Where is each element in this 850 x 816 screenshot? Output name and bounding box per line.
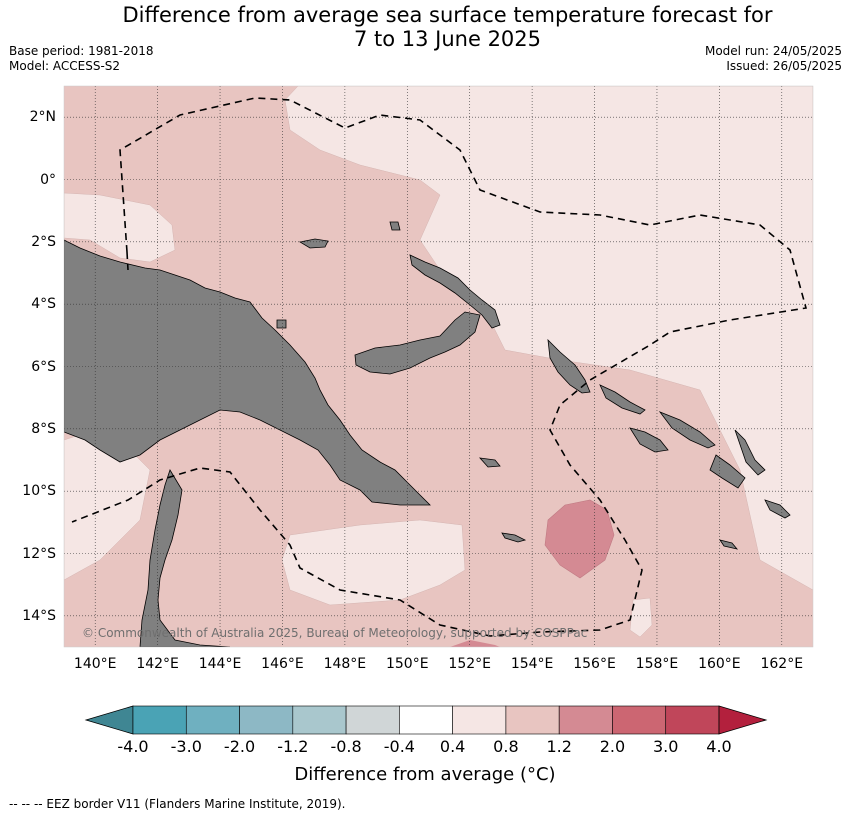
lon-label: 154°E — [510, 656, 554, 672]
colorbar-extend-high — [718, 705, 768, 735]
lon-label: 160°E — [698, 656, 741, 672]
lon-label: 158°E — [635, 656, 679, 672]
eez-border — [71, 97, 808, 637]
issued-date: Issued: 26/05/2025 — [726, 59, 842, 73]
map-area — [64, 86, 813, 647]
colorbar-swatch-7 — [505, 705, 560, 735]
land-fergusson — [478, 457, 501, 468]
lat-label: 8°S — [31, 420, 56, 437]
colorbar-tick-label: -2.0 — [223, 737, 256, 756]
land-islet-2 — [276, 319, 287, 329]
eez-border-west — [126, 251, 129, 271]
anomaly-region-southeast — [629, 597, 653, 638]
chart-title: Difference from average sea surface temp… — [0, 3, 850, 51]
land-islet-1 — [389, 221, 401, 231]
colorbar-swatch-0 — [132, 705, 187, 735]
colorbar-tick-label: -1.2 — [277, 737, 309, 756]
anomaly-region-warm-small — [450, 640, 500, 647]
colorbar-extend-low — [84, 705, 134, 735]
lon-label: 152°E — [448, 656, 491, 672]
copyright-notice: © Commonwealth of Australia 2025, Bureau… — [82, 626, 588, 640]
eez-legend-note: -- -- -- EEZ border V11 (Flanders Marine… — [9, 797, 346, 811]
colorbar-swatch-6 — [452, 705, 507, 735]
colorbar-tick-label: 3.0 — [652, 737, 679, 756]
lon-label: 144°E — [198, 656, 242, 672]
anomaly-region-south — [281, 519, 466, 606]
colorbar-swatch-8 — [558, 705, 613, 735]
colorbar-tick-label: -0.8 — [330, 737, 362, 756]
lat-label: 12°S — [22, 545, 56, 562]
lon-label: 162°E — [760, 656, 804, 672]
land-malaita — [709, 454, 746, 489]
land-new-ireland — [409, 254, 501, 329]
meta-left: Base period: 1981-2018 Model: ACCESS-S2 — [9, 44, 154, 74]
land-manus — [298, 238, 329, 249]
land-guadalcanal — [629, 427, 669, 453]
colorbar-swatch-5 — [399, 705, 453, 735]
title-line-2: 7 to 13 June 2025 — [353, 27, 542, 51]
base-period: Base period: 1981-2018 — [9, 44, 154, 58]
land-new-guinea — [64, 239, 431, 506]
lat-label: 4°S — [31, 296, 56, 313]
colorbar-swatch-1 — [185, 705, 240, 735]
model-name: Model: ACCESS-S2 — [9, 59, 121, 73]
lon-label: 156°E — [573, 656, 616, 672]
colorbar-tick-label: 4.0 — [706, 737, 732, 756]
model-run: Model run: 24/05/2025 — [704, 44, 842, 58]
lat-label: 2°S — [31, 233, 56, 250]
land-east-island — [764, 499, 791, 519]
land-choiseul — [599, 384, 646, 415]
lat-label: 14°S — [22, 607, 56, 624]
land-santa-isabel — [658, 411, 716, 449]
colorbar-tick-label: 2.0 — [599, 737, 626, 756]
colorbar-tick-label: 1.2 — [546, 737, 572, 756]
colorbar-swatch-9 — [612, 705, 667, 735]
meta-right: Model run: 24/05/2025 Issued: 26/05/2025 — [705, 44, 842, 74]
land-makira — [734, 429, 766, 476]
map-frame — [63, 85, 814, 648]
lon-label: 150°E — [385, 656, 429, 672]
colorbar-swatch-10 — [665, 705, 720, 735]
land-cape-york — [139, 469, 231, 647]
lat-label: 2°N — [29, 109, 56, 126]
lat-label: 6°S — [31, 358, 56, 375]
anomaly-region-west — [64, 192, 176, 263]
colorbar-swatch-2 — [239, 705, 294, 735]
lon-label: 146°E — [261, 656, 304, 672]
colorbar-tick-label: -4.0 — [117, 737, 149, 756]
title-line-1: Difference from average sea surface temp… — [122, 3, 773, 27]
colorbar — [84, 705, 768, 735]
lon-label: 140°E — [73, 656, 117, 672]
land-louisiade — [501, 532, 527, 543]
colorbar-tick-label: -0.4 — [383, 737, 415, 756]
lat-label: 10°S — [22, 483, 56, 500]
land-new-britain — [354, 311, 481, 375]
colorbar-tick-label: -3.0 — [170, 737, 202, 756]
anomaly-region-warm — [544, 499, 615, 579]
land-islet-3 — [719, 539, 739, 550]
lon-label: 148°E — [323, 656, 367, 672]
colorbar-tick-label: 0.8 — [493, 737, 519, 756]
colorbar-tick-label: 0.4 — [439, 737, 466, 756]
gridlines — [64, 86, 813, 647]
colorbar-title: Difference from average (°C) — [294, 764, 556, 785]
colorbar-swatch-3 — [292, 705, 347, 735]
colorbar-swatch-4 — [345, 705, 400, 735]
lat-label: 0° — [40, 171, 56, 188]
lon-label: 142°E — [136, 656, 179, 672]
